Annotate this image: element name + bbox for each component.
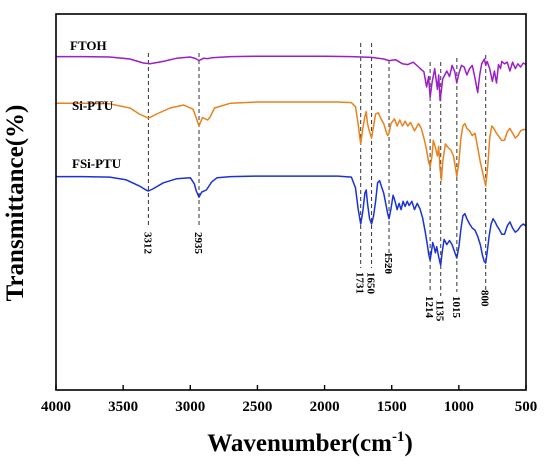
x-tick-label-1500: 1500	[377, 399, 407, 415]
series-labels: FTOH Si-PTU FSi-PTU	[70, 38, 122, 171]
x-tick-label-3500: 3500	[108, 399, 138, 415]
x-tick-label-3000: 3000	[175, 399, 205, 415]
series-line-si-ptu	[56, 101, 526, 187]
peak-lines	[147, 43, 487, 296]
x-tick-label-2000: 2000	[310, 399, 340, 415]
series-label-fsi-ptu: FSi-PTU	[72, 156, 122, 171]
x-tick-label-1000: 1000	[444, 399, 474, 415]
series-label-ftoh: FTOH	[70, 38, 107, 53]
series-label-si-ptu: Si-PTU	[72, 98, 114, 113]
x-axis-title-close: )	[404, 430, 412, 457]
x-tick-label-4000: 4000	[41, 399, 71, 415]
x-axis-title-main: Wavenumber(cm	[207, 430, 392, 457]
x-axis-title-sup: -1	[392, 429, 405, 445]
x-tick-label-500: 500	[515, 399, 538, 415]
peak-label-1731: 1731	[354, 272, 366, 294]
peak-label-1214: 1214	[423, 296, 435, 319]
x-axis-ticks: 4000 3500 3000 2500 2000 1500 1000 500	[41, 385, 537, 415]
series-line-ftoh	[56, 55, 527, 102]
peak-label-2935: 2935	[192, 232, 204, 255]
x-tick-label-2500: 2500	[242, 399, 272, 415]
y-axis-title: Transmittance(%)	[2, 105, 29, 302]
series-lines	[56, 55, 527, 266]
x-axis-title: Wavenumber(cm-1)	[207, 429, 413, 457]
peak-label-1520: 1520	[382, 252, 394, 275]
peak-label-1135: 1135	[434, 300, 446, 322]
peak-label-3312: 3312	[141, 232, 153, 255]
peak-label-1650: 1650	[365, 272, 377, 295]
peak-label-800: 800	[479, 290, 491, 307]
plot-frame	[55, 13, 527, 391]
series-line-fsi-ptu	[56, 175, 527, 266]
peak-label-1015: 1015	[450, 296, 462, 319]
